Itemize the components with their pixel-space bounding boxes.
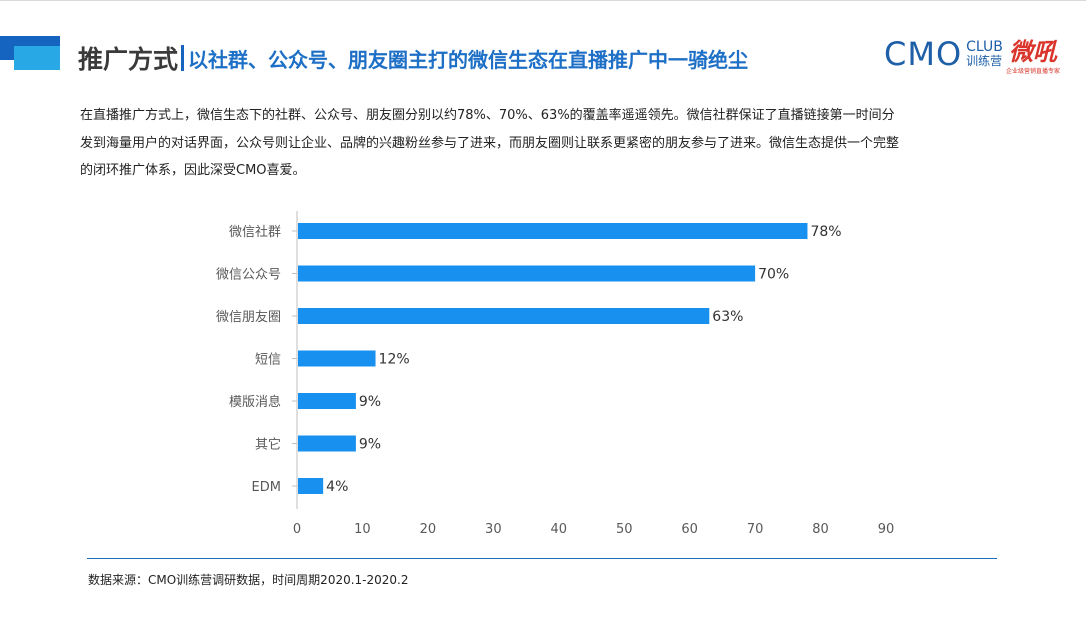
x-tick-label: 60 xyxy=(681,522,698,537)
category-label: 模版消息 xyxy=(229,394,281,410)
cmo-logo-camp: 训练营 xyxy=(966,54,1003,68)
x-tick-label: 20 xyxy=(420,522,437,537)
x-tick-label: 40 xyxy=(551,522,568,537)
x-tick-label: 90 xyxy=(878,522,895,537)
data-label: 4% xyxy=(326,479,348,495)
x-tick-label: 50 xyxy=(616,522,633,537)
data-label: 78% xyxy=(810,224,841,240)
bar xyxy=(298,435,356,452)
cmo-logo-side: CLUB 训练营 xyxy=(966,40,1003,68)
cmo-logo-text: CMO xyxy=(884,35,963,73)
bar xyxy=(298,478,324,494)
bar xyxy=(298,223,808,239)
cmo-logo-club: CLUB xyxy=(966,39,1003,55)
data-source-note: 数据来源：CMO训练营调研数据，时间周期2020.1-2020.2 xyxy=(88,573,409,587)
category-label: 微信社群 xyxy=(229,224,281,240)
x-tick-label: 10 xyxy=(354,522,371,537)
data-label: 70% xyxy=(758,267,789,283)
category-label: 微信公众号 xyxy=(216,268,281,283)
description-paragraph: 在直播推广方式上，微信生态下的社群、公众号、朋友圈分别以约78%、70%、63%… xyxy=(80,108,900,178)
weihou-logo: 微吼 企业级营销直播专家 xyxy=(1006,38,1060,75)
x-tick-label: 70 xyxy=(747,522,764,537)
bar xyxy=(298,308,710,324)
bar-chart: 微信社群 78% 微信公众号 70% 微信朋友圈 63% 短信 12% 模版消息 9% 其它 9% ED… xyxy=(216,211,895,537)
category-label: 微信朋友圈 xyxy=(216,309,281,325)
title-main: 推广方式 xyxy=(78,45,179,74)
bar xyxy=(298,265,756,282)
bar xyxy=(298,393,356,409)
weihou-logo-text: 微吼 xyxy=(1009,38,1057,66)
data-label: 9% xyxy=(359,437,381,453)
data-label: 12% xyxy=(379,352,410,368)
category-label: EDM xyxy=(252,480,281,495)
x-tick-label: 0 xyxy=(293,522,301,537)
title-separator xyxy=(181,45,185,71)
top-divider xyxy=(0,0,1086,1)
data-label: 9% xyxy=(359,394,381,410)
title-accent-block-light xyxy=(14,46,60,70)
page-title: 推广方式 以社群、公众号、朋友圈主打的微信生态在直播推广中一骑绝尘 xyxy=(78,40,748,76)
category-label: 短信 xyxy=(255,353,281,368)
data-label: 63% xyxy=(712,309,743,325)
weihou-logo-sub: 企业级营销直播专家 xyxy=(1006,68,1061,75)
footer-divider xyxy=(87,558,997,559)
x-tick-label: 80 xyxy=(812,522,829,537)
cmo-club-logo: CMO CLUB 训练营 xyxy=(884,36,1003,72)
bar xyxy=(298,350,376,367)
title-subtitle: 以社群、公众号、朋友圈主打的微信生态在直播推广中一骑绝尘 xyxy=(188,47,749,72)
category-label: 其它 xyxy=(255,437,281,453)
x-tick-label: 30 xyxy=(485,522,502,537)
